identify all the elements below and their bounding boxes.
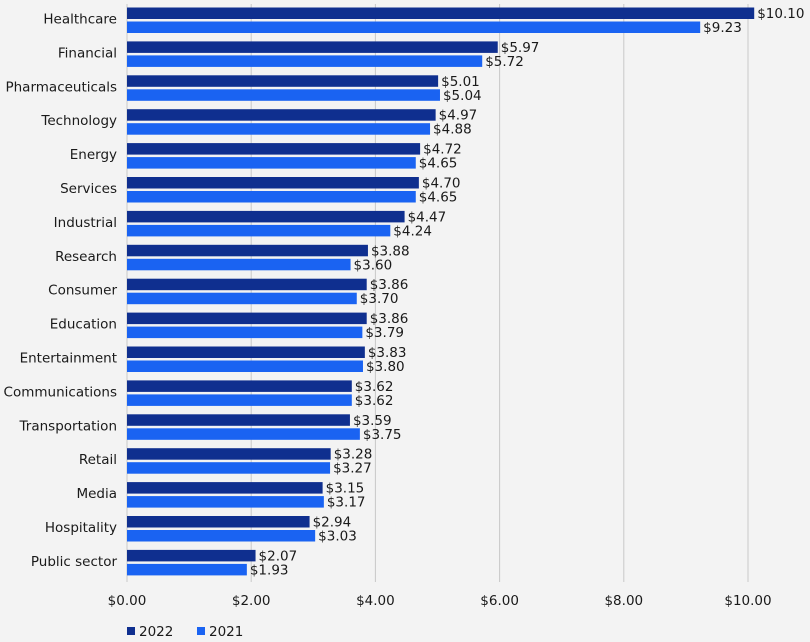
legend-swatch-2021 — [197, 627, 205, 635]
bar-2021 — [127, 394, 352, 406]
category-label: Industrial — [54, 215, 117, 231]
bar-2022 — [127, 549, 256, 562]
value-label: $4.97 — [439, 108, 478, 124]
category-label: Hospitality — [45, 520, 117, 536]
value-label: $5.04 — [443, 88, 482, 104]
value-label: $3.80 — [366, 359, 405, 375]
value-label: $3.62 — [355, 379, 394, 395]
x-tick-label: $0.00 — [108, 593, 147, 609]
value-label: $4.65 — [419, 190, 458, 206]
bar-2021 — [127, 89, 440, 101]
value-label: $4.88 — [433, 122, 472, 138]
legend: 2022 2021 — [127, 624, 243, 640]
value-label: $3.86 — [370, 311, 409, 327]
category-label: Retail — [79, 452, 117, 468]
legend-swatch-2022 — [127, 627, 135, 635]
bar-2021 — [127, 191, 416, 203]
value-label: $3.83 — [368, 345, 407, 361]
bar-2022 — [127, 75, 439, 87]
category-label: Education — [50, 317, 117, 333]
bar-2022 — [127, 312, 367, 325]
bar-2022 — [127, 7, 755, 19]
value-label: $5.97 — [501, 40, 540, 56]
bar-2022 — [127, 516, 310, 528]
value-label: $3.88 — [371, 243, 410, 259]
bar-2021 — [127, 21, 701, 33]
category-label: Services — [60, 181, 117, 197]
value-label: $3.86 — [370, 277, 409, 293]
value-label: $3.03 — [318, 529, 357, 545]
bar-2021 — [127, 157, 416, 169]
value-label: $9.23 — [703, 20, 742, 36]
bar-2021 — [127, 326, 363, 339]
value-label: $10.10 — [757, 6, 804, 22]
category-label: Technology — [40, 113, 117, 129]
value-label: $3.28 — [334, 447, 373, 463]
bar-2022 — [127, 346, 365, 358]
x-tick-label: $4.00 — [356, 593, 395, 609]
x-tick-label: $6.00 — [480, 593, 519, 609]
value-label: $5.72 — [485, 54, 524, 70]
category-label: Communications — [4, 384, 117, 400]
bar-2022 — [127, 177, 419, 189]
value-label: $3.75 — [363, 427, 402, 443]
bar-2021 — [127, 292, 357, 305]
value-label: $4.72 — [423, 142, 462, 158]
value-label: $3.27 — [333, 461, 372, 477]
value-label: $3.17 — [327, 495, 366, 511]
bar-2021 — [127, 462, 331, 474]
x-tick-label: $8.00 — [604, 593, 643, 609]
bar-2021 — [127, 530, 316, 542]
value-label: $4.47 — [408, 209, 447, 225]
bar-2022 — [127, 143, 421, 155]
bar-2022 — [127, 380, 352, 392]
value-label: $3.15 — [326, 481, 365, 497]
bar-2021 — [127, 496, 324, 508]
category-label: Media — [76, 486, 117, 502]
x-tick-label: $10.00 — [724, 593, 771, 609]
category-label: Research — [55, 249, 117, 265]
bars — [127, 7, 755, 576]
category-label: Energy — [70, 147, 117, 163]
bar-2022 — [127, 482, 323, 494]
bar-2022 — [127, 210, 405, 223]
bar-2021 — [127, 224, 391, 237]
bar-2021 — [127, 258, 351, 271]
bar-2021 — [127, 123, 431, 135]
legend-label: 2021 — [209, 624, 243, 640]
value-label: $3.62 — [355, 393, 394, 409]
category-label: Pharmaceuticals — [5, 79, 117, 95]
category-label: Transportation — [19, 418, 117, 434]
bar-2022 — [127, 278, 367, 291]
legend-label: 2022 — [139, 624, 173, 640]
labels: $0.00 $2.00 $4.00 $6.00 $8.00 $10.00 Healthcar… — [4, 6, 805, 609]
value-label: $4.24 — [393, 223, 432, 239]
category-label: Healthcare — [43, 12, 117, 28]
bar-2022 — [127, 109, 436, 121]
value-label: $5.01 — [441, 74, 480, 90]
x-tick-label: $2.00 — [232, 593, 271, 609]
bar-2022 — [127, 244, 368, 257]
value-label: $1.93 — [250, 562, 289, 578]
value-label: $2.07 — [259, 548, 298, 564]
category-label: Public sector — [31, 554, 118, 570]
bar-2022 — [127, 41, 498, 53]
value-label: $3.70 — [360, 291, 399, 307]
bar-2021 — [127, 428, 360, 440]
bar-2021 — [127, 55, 483, 67]
value-label: $3.60 — [354, 257, 393, 273]
category-label: Entertainment — [20, 351, 117, 367]
bar-2021 — [127, 360, 363, 372]
category-label: Financial — [58, 45, 117, 61]
category-label: Consumer — [48, 283, 117, 299]
value-label: $3.59 — [353, 413, 392, 429]
value-label: $4.70 — [422, 176, 461, 192]
bar-2021 — [127, 563, 247, 576]
bar-2022 — [127, 414, 350, 426]
value-label: $4.65 — [419, 156, 458, 172]
value-label: $3.79 — [365, 325, 404, 341]
value-label: $2.94 — [313, 515, 352, 531]
bar-2022 — [127, 448, 331, 460]
